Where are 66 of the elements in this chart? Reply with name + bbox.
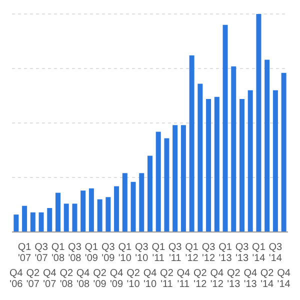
bar [256, 14, 262, 232]
x-tick-label: Q2 '11 [160, 268, 174, 290]
bar [130, 182, 136, 232]
x-tick-label: Q4 '11 [176, 268, 191, 290]
bar [97, 199, 102, 232]
bar [222, 24, 228, 232]
bar [122, 173, 128, 232]
x-tick-label: Q3 '13 [235, 242, 250, 264]
x-tick-label: Q3 '12 [202, 242, 216, 264]
bar [214, 96, 220, 232]
bar [30, 212, 36, 232]
bar [264, 60, 270, 232]
x-tick-label: Q4 '08 [76, 268, 90, 290]
bar [239, 99, 244, 232]
bar [147, 156, 152, 232]
bar [231, 66, 236, 232]
bar [164, 138, 170, 232]
bar [180, 125, 186, 232]
x-tick-label: Q1 '11 [152, 242, 166, 264]
bar [114, 186, 120, 232]
bar [47, 208, 52, 232]
x-tick-label: Q4 '13 [244, 268, 258, 290]
bar [248, 90, 253, 232]
bar [156, 132, 161, 232]
bar [198, 84, 203, 232]
x-tick-label: Q3 '10 [134, 242, 149, 264]
x-tick-label: Q1 '10 [118, 242, 132, 264]
x-tick-label: Q4 '06 [10, 268, 24, 290]
bar [80, 190, 86, 232]
bar [106, 197, 111, 232]
x-tick-label: Q2 '09 [93, 268, 107, 290]
bar [189, 55, 194, 232]
x-tick-label: Q3 '09 [102, 242, 116, 264]
x-tick-label: Q4 '07 [42, 268, 57, 290]
x-tick-label: Q1 '09 [84, 242, 99, 264]
x-tick-label: Q3 '14 [268, 242, 283, 264]
x-tick-label: Q4 '10 [143, 268, 158, 290]
x-tick-label: Q4 '09 [110, 268, 124, 290]
x-tick-label: Q2 '07 [26, 268, 40, 290]
x-tick-label: Q3 '11 [168, 242, 182, 264]
x-tick-label: Q1 '12 [185, 242, 199, 264]
bar [64, 204, 69, 232]
x-tick-label: Q1 '13 [218, 242, 232, 264]
x-tick-label: Q2 '13 [226, 268, 241, 290]
bar [272, 90, 278, 232]
x-tick-label: Q3 '08 [68, 242, 82, 264]
bar [206, 99, 212, 232]
x-tick-label: Q4 '14 [277, 268, 291, 290]
x-tick-label: Q1 '08 [51, 242, 66, 264]
x-tick-label: Q2 '08 [60, 268, 74, 290]
x-tick-label: Q3 '07 [34, 242, 48, 264]
bar [139, 173, 144, 232]
x-tick-label: Q1 '07 [18, 242, 32, 264]
bar [172, 125, 178, 232]
bar [72, 204, 78, 232]
bar [281, 72, 286, 232]
x-tick-label: Q1 '14 [252, 242, 266, 264]
bar [88, 188, 94, 232]
x-tick-label: Q2 '10 [126, 268, 140, 290]
bar [38, 212, 44, 232]
x-tick-label: Q2 '12 [194, 268, 208, 290]
bar [22, 206, 28, 232]
bar [55, 192, 60, 232]
x-tick-label: Q4 '12 [210, 268, 224, 290]
x-tick-label: Q2 '14 [260, 268, 274, 290]
bar [14, 214, 19, 232]
